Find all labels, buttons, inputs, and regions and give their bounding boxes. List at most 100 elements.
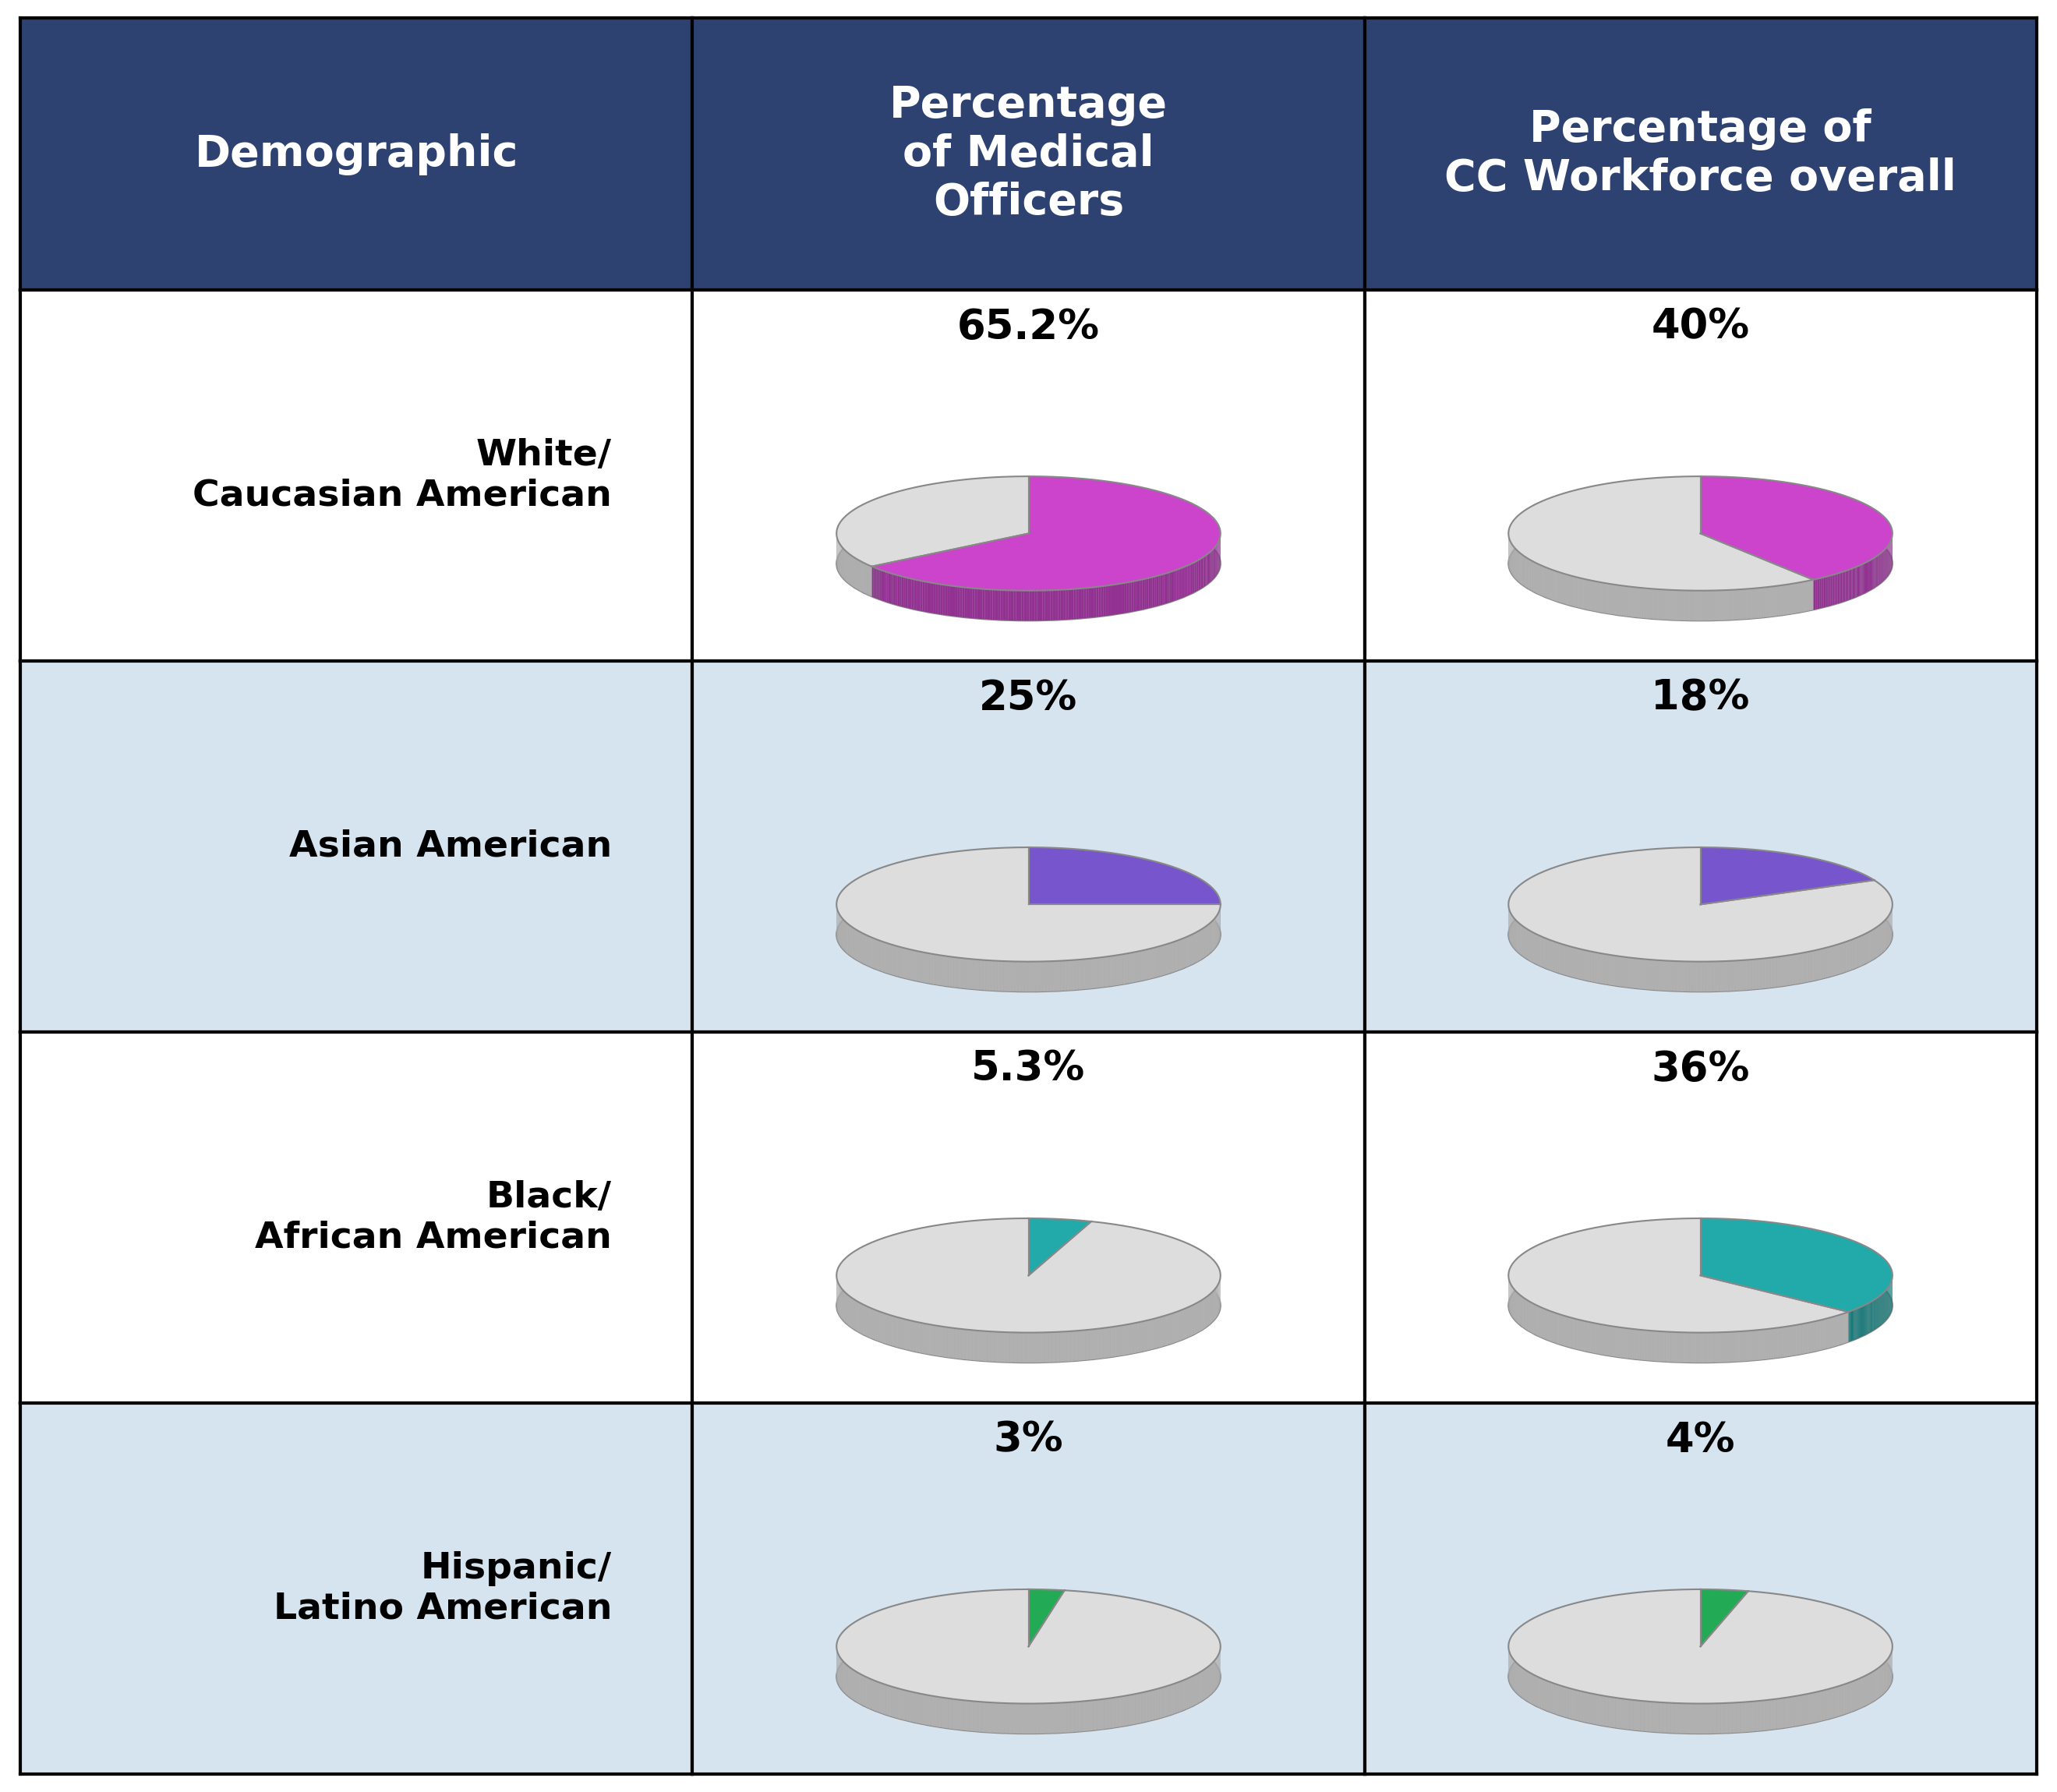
Polygon shape [1713, 1704, 1718, 1733]
Polygon shape [1028, 591, 1033, 620]
Polygon shape [967, 1701, 971, 1731]
Polygon shape [1625, 1699, 1629, 1729]
Polygon shape [977, 959, 979, 989]
Polygon shape [1732, 590, 1734, 620]
Ellipse shape [1508, 507, 1892, 620]
Polygon shape [1586, 1692, 1588, 1724]
Polygon shape [944, 1697, 948, 1729]
Polygon shape [1823, 948, 1825, 978]
Polygon shape [1724, 590, 1726, 620]
Polygon shape [961, 586, 963, 616]
Polygon shape [1775, 586, 1777, 616]
Polygon shape [1545, 1681, 1547, 1711]
Polygon shape [1623, 1699, 1625, 1729]
Polygon shape [1115, 584, 1117, 615]
Polygon shape [1129, 1695, 1131, 1726]
Polygon shape [1670, 961, 1672, 991]
Polygon shape [1022, 962, 1024, 991]
Text: 5.3%: 5.3% [971, 1048, 1086, 1090]
Polygon shape [1051, 590, 1053, 620]
Polygon shape [1144, 1321, 1146, 1351]
Polygon shape [1090, 588, 1094, 618]
Polygon shape [1672, 961, 1676, 991]
Polygon shape [1061, 590, 1063, 620]
Polygon shape [1800, 953, 1802, 984]
Polygon shape [1726, 590, 1730, 620]
Polygon shape [1063, 961, 1068, 991]
Polygon shape [1722, 1331, 1724, 1362]
Polygon shape [1022, 1333, 1024, 1362]
Polygon shape [1086, 588, 1088, 618]
Polygon shape [959, 1328, 963, 1358]
Polygon shape [1761, 959, 1765, 989]
Polygon shape [1759, 1701, 1763, 1731]
Polygon shape [1652, 590, 1654, 618]
Polygon shape [1779, 1328, 1781, 1358]
Text: 4%: 4% [1666, 1419, 1736, 1460]
Polygon shape [911, 1692, 915, 1722]
Polygon shape [1000, 961, 1004, 991]
Polygon shape [1662, 1702, 1666, 1733]
Polygon shape [1697, 591, 1699, 620]
Polygon shape [880, 1683, 882, 1713]
Polygon shape [1185, 1308, 1187, 1339]
Polygon shape [1177, 1683, 1179, 1713]
Polygon shape [994, 1702, 998, 1733]
Polygon shape [1557, 1684, 1559, 1715]
Polygon shape [1730, 1331, 1732, 1362]
Polygon shape [1028, 962, 1031, 991]
Polygon shape [1701, 1219, 1892, 1312]
Polygon shape [932, 582, 934, 613]
Polygon shape [1666, 961, 1670, 991]
Polygon shape [1098, 586, 1100, 616]
Polygon shape [1672, 1331, 1676, 1362]
Polygon shape [1100, 1328, 1103, 1358]
Ellipse shape [1508, 1249, 1892, 1362]
Polygon shape [1187, 1306, 1189, 1337]
Polygon shape [1152, 1319, 1154, 1349]
Polygon shape [1152, 948, 1156, 978]
Polygon shape [1086, 959, 1090, 989]
Polygon shape [1016, 962, 1018, 991]
Polygon shape [1668, 590, 1670, 620]
Polygon shape [938, 955, 940, 986]
Polygon shape [930, 1324, 934, 1355]
Polygon shape [1635, 1330, 1637, 1360]
Polygon shape [987, 590, 989, 620]
Polygon shape [909, 579, 911, 609]
Polygon shape [1557, 943, 1559, 973]
Polygon shape [1096, 1328, 1100, 1358]
Polygon shape [1757, 1330, 1761, 1360]
Polygon shape [1707, 591, 1709, 620]
Text: 36%: 36% [1652, 1048, 1751, 1090]
Polygon shape [1740, 1702, 1744, 1733]
Polygon shape [989, 590, 994, 620]
Polygon shape [1567, 1688, 1572, 1719]
Polygon shape [1123, 953, 1125, 984]
Polygon shape [1742, 590, 1746, 620]
Polygon shape [998, 590, 1000, 620]
Polygon shape [1835, 944, 1837, 975]
Polygon shape [1707, 1333, 1709, 1362]
Polygon shape [924, 953, 928, 984]
Polygon shape [1705, 591, 1707, 620]
Polygon shape [1748, 1702, 1751, 1731]
Polygon shape [1705, 962, 1709, 991]
Polygon shape [1148, 948, 1150, 978]
Polygon shape [1748, 959, 1753, 989]
Polygon shape [1611, 584, 1615, 615]
Polygon shape [1779, 1699, 1783, 1729]
Polygon shape [1187, 1677, 1189, 1708]
Polygon shape [1744, 1702, 1748, 1733]
Polygon shape [996, 1331, 998, 1362]
Polygon shape [954, 586, 957, 616]
Polygon shape [909, 950, 911, 980]
Polygon shape [1831, 1688, 1835, 1719]
Polygon shape [1068, 590, 1072, 620]
Polygon shape [989, 961, 991, 991]
Polygon shape [1641, 1701, 1644, 1731]
Polygon shape [1691, 1704, 1693, 1733]
Polygon shape [957, 1699, 959, 1729]
Polygon shape [1072, 590, 1074, 620]
Polygon shape [1051, 961, 1055, 991]
